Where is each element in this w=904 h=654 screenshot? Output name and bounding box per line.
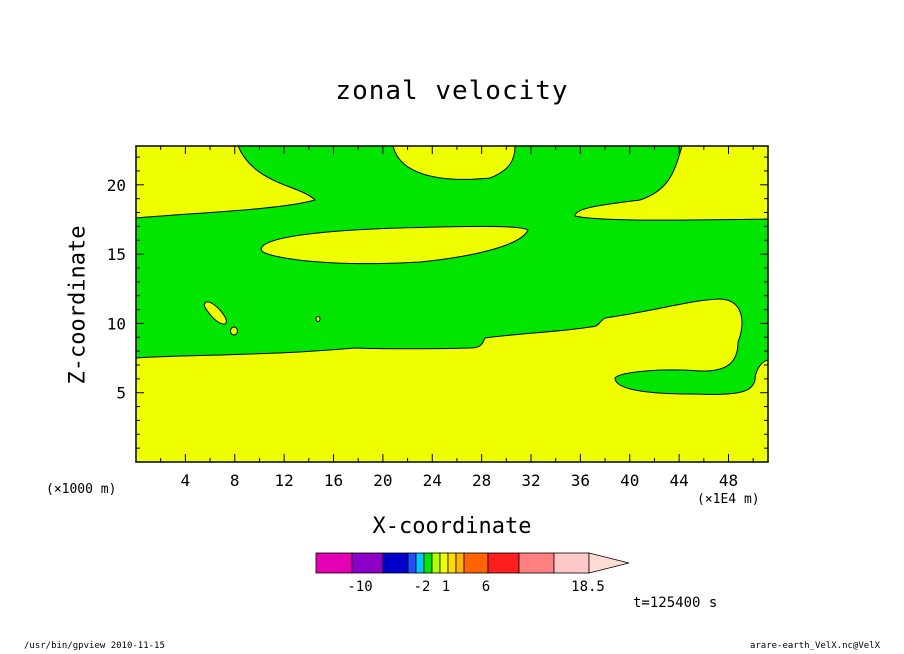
colorbar: -10 -2 1 6 18.5	[315, 552, 630, 595]
y-tick-label: 10	[107, 314, 126, 333]
x-axis-label: X-coordinate	[372, 514, 532, 539]
contour-island-small-2	[230, 326, 238, 336]
contour-fill-group	[136, 146, 768, 462]
y-tick-label: 15	[107, 245, 126, 264]
colorbar-swatch	[447, 552, 457, 574]
y-tick-label: 20	[107, 176, 126, 195]
y-axis-ticks: 5 10 15 20	[107, 156, 768, 449]
colorbar-label: -10	[347, 579, 372, 595]
colorbar-swatch	[407, 552, 417, 574]
contour-island-small-3	[315, 316, 321, 322]
plot-frame	[135, 145, 769, 463]
footer-program-date: /usr/bin/gpview 2010-11-15	[24, 641, 165, 651]
colorbar-swatch	[455, 552, 465, 574]
x-tick-label: 36	[571, 471, 590, 490]
x-tick-label: 24	[423, 471, 442, 490]
chart-title: zonal velocity	[335, 76, 569, 106]
x-tick-label: 20	[373, 471, 392, 490]
y-tick-label: 5	[116, 384, 126, 403]
x-tick-label: 40	[620, 471, 639, 490]
colorbar-label: -2	[414, 579, 431, 595]
colorbar-swatch	[415, 552, 425, 574]
colorbar-label: 18.5	[571, 579, 605, 595]
colorbar-swatch	[382, 552, 409, 574]
footer-source-file: arare-earth_VelX.nc@VelX	[749, 641, 880, 651]
contour-island-large	[260, 225, 529, 265]
contour-region-negative-band	[136, 146, 768, 395]
colorbar-swatch	[487, 552, 520, 574]
x-tick-label: 16	[324, 471, 343, 490]
x-axis-unit-left: (×1000 m)	[46, 482, 117, 497]
time-annotation: t=125400 s	[633, 595, 718, 611]
y-axis-label: Z-coordinate	[65, 225, 91, 385]
x-tick-label: 32	[521, 471, 540, 490]
colorbar-swatch	[423, 552, 433, 574]
x-tick-label: 12	[274, 471, 293, 490]
x-tick-label: 8	[230, 471, 240, 490]
x-tick-label: 4	[181, 471, 191, 490]
colorbar-swatch	[439, 552, 449, 574]
x-axis-ticks: 4 8 12 16 20 24 28 32 36 40 44 48	[160, 146, 754, 490]
colorbar-swatch	[553, 552, 590, 574]
colorbar-swatch	[463, 552, 489, 574]
colorbar-arrow	[588, 552, 630, 574]
colorbar-swatch	[518, 552, 555, 574]
x-axis-unit-right: (×1E4 m)	[697, 492, 760, 507]
colorbar-label: 6	[482, 579, 490, 595]
colorbar-swatch	[431, 552, 441, 574]
contour-island-small-1	[203, 301, 227, 325]
x-tick-label: 48	[719, 471, 738, 490]
colorbar-label: 1	[442, 579, 450, 595]
x-tick-label: 44	[669, 471, 688, 490]
x-tick-label: 28	[472, 471, 491, 490]
colorbar-swatch	[351, 552, 384, 574]
colorbar-swatch	[315, 552, 353, 574]
